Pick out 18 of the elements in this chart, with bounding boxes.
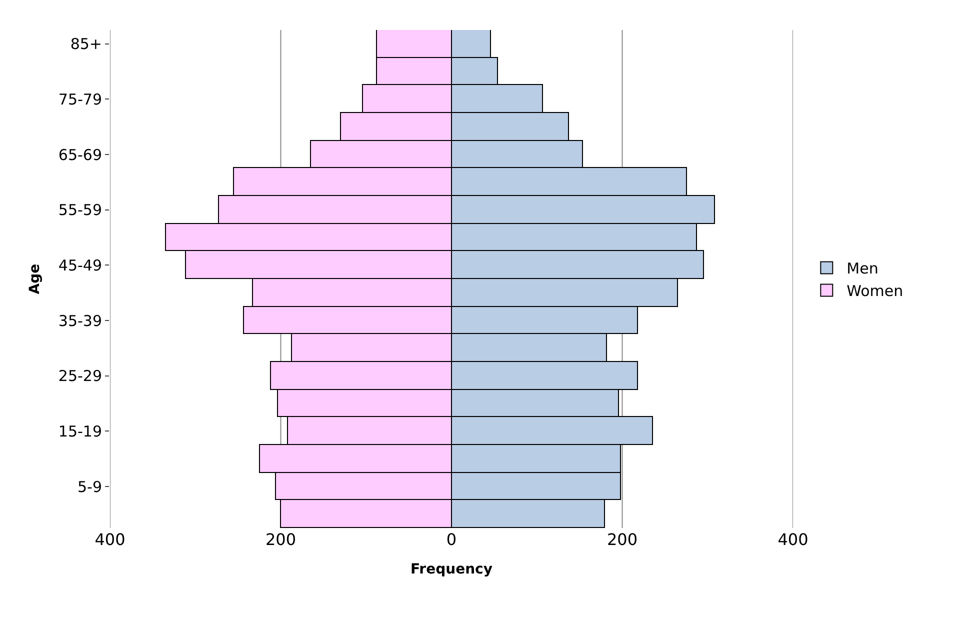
x-tick-label: 200 — [606, 530, 638, 549]
y-tick-label: 35-39 — [58, 312, 102, 330]
y-tick-label: 5-9 — [78, 478, 102, 496]
y-tick-label: 25-29 — [58, 367, 102, 386]
y-tick-label: 55-59 — [58, 201, 102, 220]
x-tick-label: 400 — [94, 530, 126, 549]
y-tick-label: 15-19 — [58, 422, 102, 440]
x-tick-label: 0 — [446, 530, 457, 549]
legend-label: Men — [846, 260, 878, 278]
x-tick-label: 400 — [778, 530, 808, 549]
x-axis-title: Frequency — [410, 561, 492, 578]
y-axis-title: Age — [27, 264, 44, 294]
y-tick-label: 45-49 — [58, 256, 102, 274]
y-tick-label: 85+ — [70, 35, 102, 54]
legend-label: Women — [846, 282, 904, 300]
y-tick-label: 65-69 — [58, 146, 102, 164]
x-tick-label: 200 — [265, 530, 296, 549]
y-tick-label: 75-79 — [58, 90, 102, 108]
